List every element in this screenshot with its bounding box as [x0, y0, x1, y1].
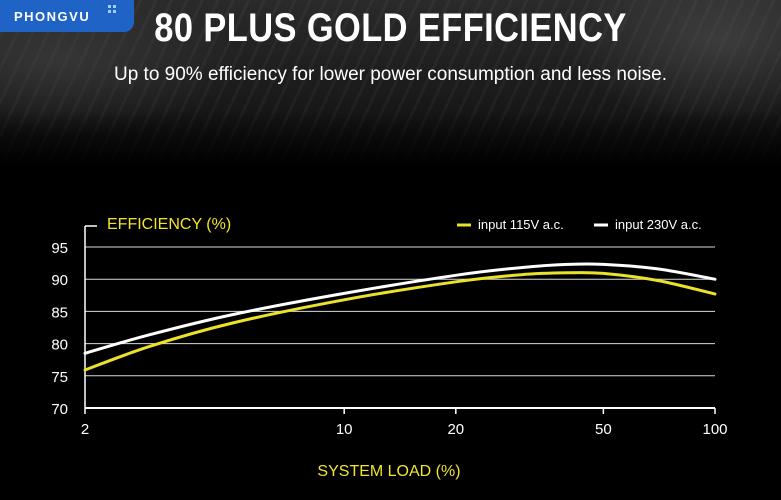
chart-series	[83, 262, 717, 372]
x-tick-label-10: 10	[336, 421, 353, 438]
x-tick-label-50: 50	[595, 421, 612, 438]
chart-ticks: 70 75 80 85 90 95 2 10 20 50 100	[51, 240, 727, 438]
y-tick-label-90: 90	[51, 272, 68, 289]
y-tick-label-85: 85	[51, 304, 68, 321]
series-line-230v	[83, 262, 717, 355]
legend-label-230v: input 230V a.c.	[615, 217, 702, 232]
chart-legend: input 115V a.c. input 230V a.c.	[457, 217, 702, 232]
chart-axes	[84, 225, 715, 409]
hero-fade	[0, 110, 781, 170]
page-title: 80 PLUS GOLD EFFICIENCY	[154, 6, 627, 50]
y-tick-label-70: 70	[51, 401, 68, 418]
legend-label-115v: input 115V a.c.	[478, 217, 564, 232]
y-tick-label-75: 75	[51, 369, 68, 386]
chart-grid	[85, 246, 715, 377]
x-tick-label-100: 100	[702, 421, 727, 438]
brand-dots-icon	[108, 5, 116, 13]
series-line-115v	[83, 271, 717, 372]
y-tick-label-95: 95	[51, 240, 68, 257]
x-tick-label-20: 20	[447, 421, 464, 438]
x-tick-label-2: 2	[81, 421, 89, 438]
brand-name: PHONGVU	[14, 8, 91, 24]
page-subtitle: Up to 90% efficiency for lower power con…	[113, 64, 668, 85]
x-axis-label: SYSTEM LOAD (%)	[317, 463, 460, 480]
y-axis-label: EFFICIENCY (%)	[107, 216, 231, 233]
brand-logo[interactable]: PHONGVU	[0, 0, 134, 32]
y-tick-label-80: 80	[51, 337, 68, 354]
